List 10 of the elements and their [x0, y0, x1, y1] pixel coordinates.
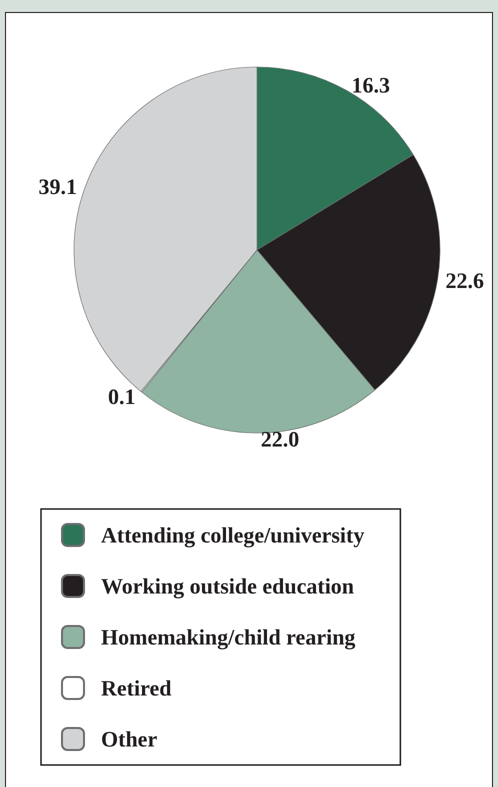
- legend-label: Attending college/university: [101, 522, 364, 548]
- legend-label: Homemaking/child rearing: [101, 624, 356, 650]
- data-label: 0.1: [108, 384, 136, 409]
- data-label: 39.1: [38, 174, 78, 199]
- data-label: 16.3: [352, 72, 390, 98]
- legend-label: Other: [101, 726, 158, 752]
- data-label: 22.0: [260, 426, 300, 452]
- data-label: 22.6: [446, 268, 484, 293]
- legend-label: Working outside education: [101, 574, 354, 598]
- legend-label: Retired: [101, 676, 172, 700]
